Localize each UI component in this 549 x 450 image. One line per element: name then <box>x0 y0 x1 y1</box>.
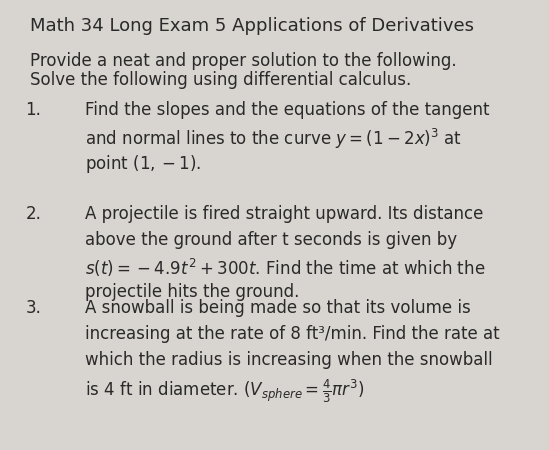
Text: point $(1, -1)$.: point $(1, -1)$. <box>85 153 201 176</box>
Text: Find the slopes and the equations of the tangent: Find the slopes and the equations of the… <box>85 101 490 119</box>
Text: Provide a neat and proper solution to the following.: Provide a neat and proper solution to th… <box>30 52 457 70</box>
Text: above the ground after t seconds is given by: above the ground after t seconds is give… <box>85 231 457 249</box>
Text: A snowball is being made so that its volume is: A snowball is being made so that its vol… <box>85 299 471 317</box>
Text: which the radius is increasing when the snowball: which the radius is increasing when the … <box>85 351 492 369</box>
Text: $s(t) = -4.9t^2 + 300t$. Find the time at which the: $s(t) = -4.9t^2 + 300t$. Find the time a… <box>85 257 485 279</box>
Text: 1.: 1. <box>25 101 41 119</box>
Text: A projectile is fired straight upward. Its distance: A projectile is fired straight upward. I… <box>85 205 484 223</box>
Text: 3.: 3. <box>25 299 41 317</box>
Text: Math 34 Long Exam 5 Applications of Derivatives: Math 34 Long Exam 5 Applications of Deri… <box>30 17 474 35</box>
Text: projectile hits the ground.: projectile hits the ground. <box>85 283 299 301</box>
Text: Solve the following using differential calculus.: Solve the following using differential c… <box>30 71 411 89</box>
Text: 2.: 2. <box>25 205 41 223</box>
Text: increasing at the rate of 8 ft³/min. Find the rate at: increasing at the rate of 8 ft³/min. Fin… <box>85 325 500 343</box>
Text: and normal lines to the curve $y = (1 - 2x)^3$ at: and normal lines to the curve $y = (1 - … <box>85 127 462 152</box>
Text: is 4 ft in diameter. $(V_{sphere} = \frac{4}{3}\pi r^3)$: is 4 ft in diameter. $(V_{sphere} = \fra… <box>85 378 365 405</box>
